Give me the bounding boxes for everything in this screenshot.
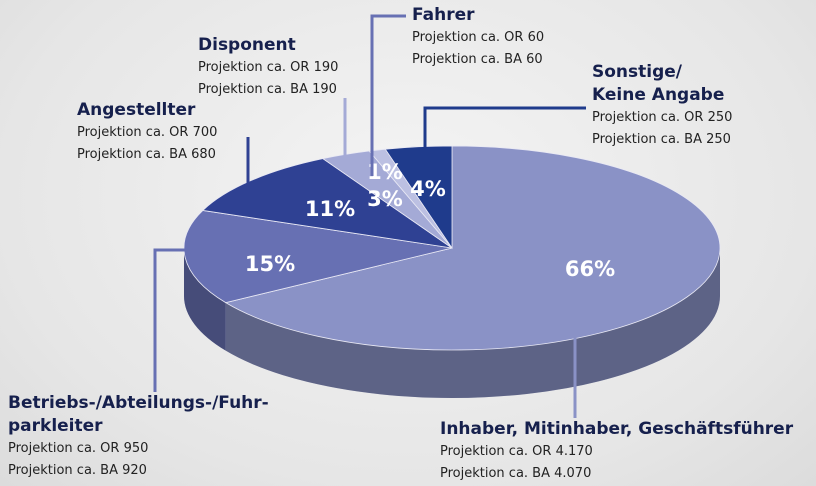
category-detail: Projektion ca. BA 920 [8,463,147,478]
category-label: Inhaber, Mitinhaber, Geschäftsführer Proj… [440,418,793,485]
category-detail: Projektion ca. BA 250 [592,132,731,147]
category-detail: Projektion ca. OR 250 [592,110,733,125]
slice-side-shade [184,248,226,351]
leader-line [153,248,185,392]
category-name: Angestellter [77,100,196,120]
category-label: Angestellter Projektion ca. OR 700 Projekt… [77,99,217,166]
category-name: Disponent [198,35,296,55]
slice [224,145,721,351]
category-label: Betriebs-/Abteilungs-/Fuhr- parkleiter Pr… [8,392,269,482]
category-detail: Projektion ca. BA 680 [77,147,216,162]
category-detail: Projektion ca. OR 4.170 [440,444,593,459]
category-label: Sonstige/ Keine Angabe Projektion ca. OR … [592,61,732,151]
category-detail: Projektion ca. BA 60 [412,52,543,67]
slice-side [225,248,720,398]
category-detail: Projektion ca. OR 60 [412,30,545,45]
value-label: 66% [565,257,615,281]
category-label: Fahrer Projektion ca. OR 60 Projektion ca.… [412,4,544,71]
category-detail: Projektion ca. OR 190 [198,60,339,75]
value-label: 11% [305,197,355,221]
value-label: 15% [245,252,295,276]
category-name: Fahrer [412,5,475,25]
leader-line [370,14,406,176]
category-name: Inhaber, Mitinhaber, Geschäftsführer [440,419,794,439]
slice [384,145,453,250]
slice-side [184,248,226,351]
leader-line [423,106,586,176]
slice-side-shade [225,248,720,398]
category-name: Sonstige/ Keine Angabe [592,62,725,105]
value-label: 3% [367,187,403,211]
category-detail: Projektion ca. OR 950 [8,441,149,456]
category-detail: Projektion ca. OR 700 [77,125,218,140]
category-detail: Projektion ca. BA 190 [198,82,337,97]
category-name: Betriebs-/Abteilungs-/Fuhr- parkleiter [8,393,269,436]
slice [183,210,453,304]
category-detail: Projektion ca. BA 4.070 [440,466,592,481]
slice [201,158,453,249]
category-label: Disponent Projektion ca. OR 190 Projektion… [198,34,338,101]
value-label: 4% [410,177,446,201]
